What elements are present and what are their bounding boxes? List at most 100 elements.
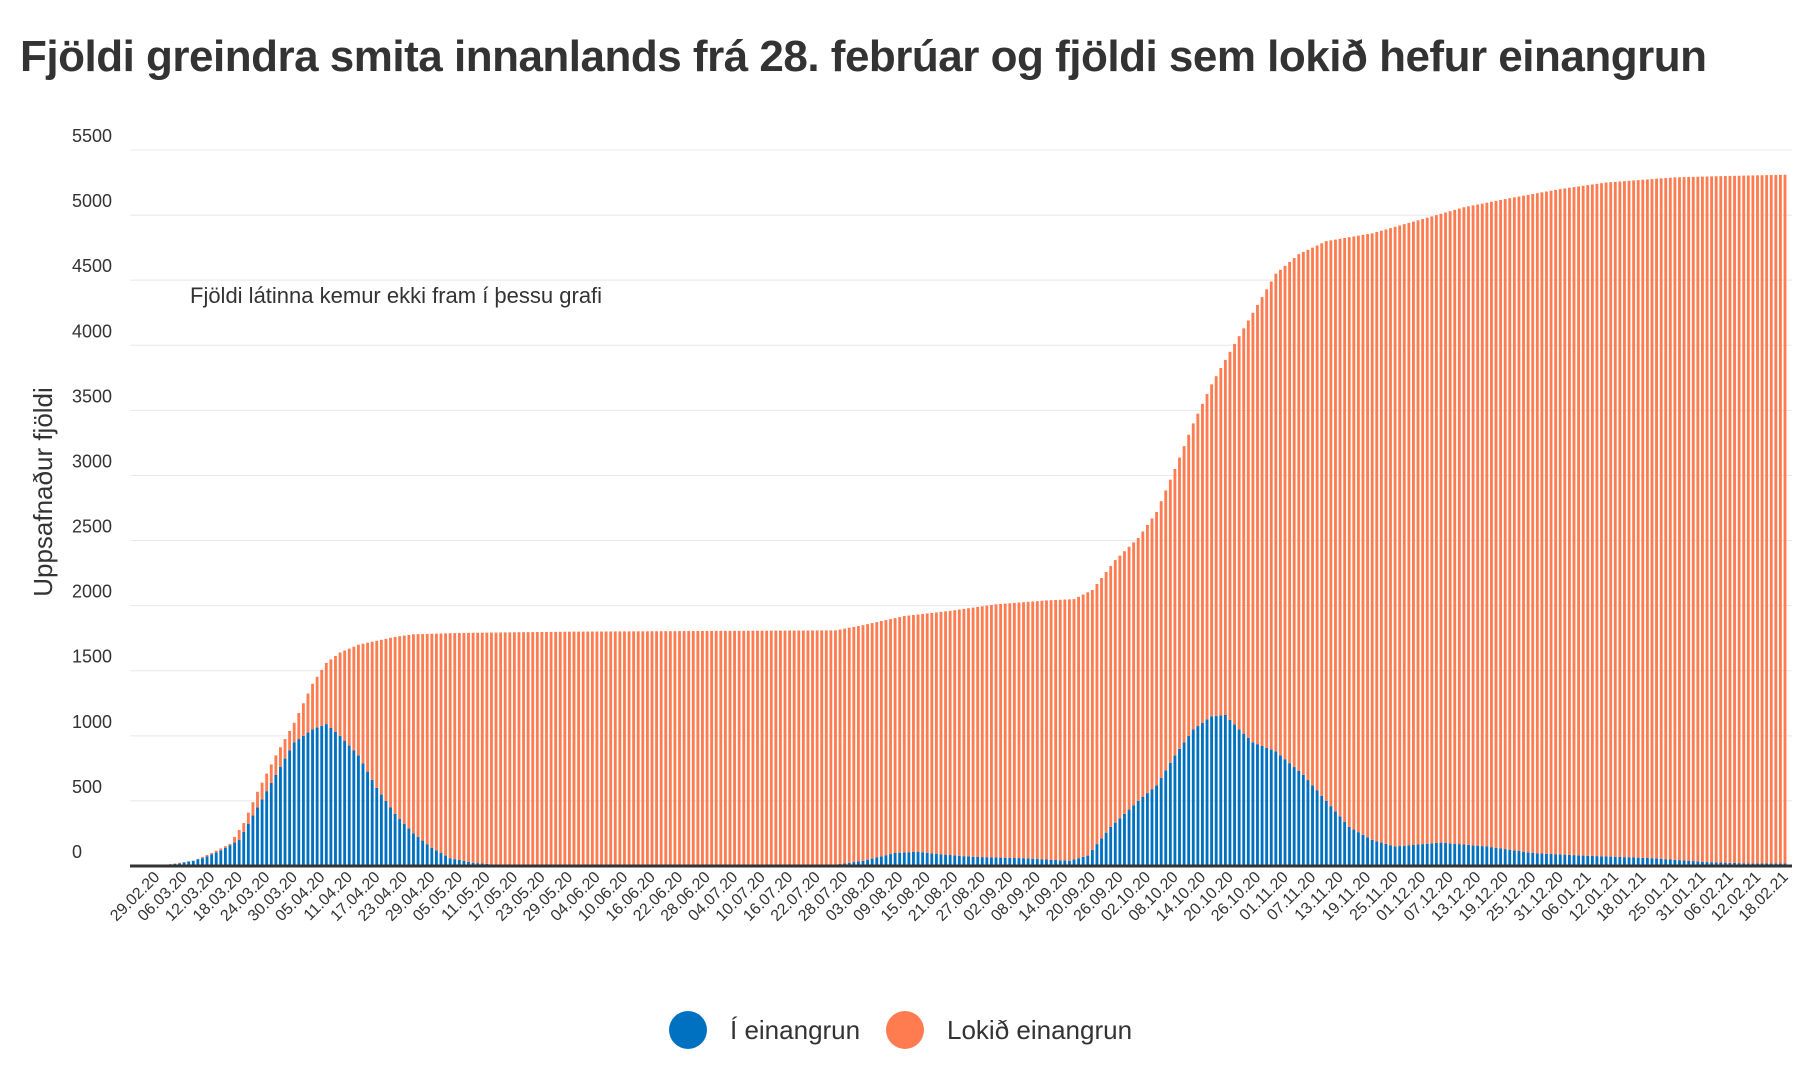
bar-lokid-einangrun (242, 823, 246, 832)
bar-lokid-einangrun (1609, 182, 1613, 857)
bar-lokid-einangrun (1343, 238, 1347, 822)
bar-lokid-einangrun (1260, 297, 1264, 746)
bar-lokid-einangrun (939, 611, 943, 855)
y-tick-label: 4500 (72, 256, 112, 276)
bar-i-einangrun (1705, 862, 1709, 866)
bar-lokid-einangrun (659, 631, 663, 866)
bar-i-einangrun (971, 856, 975, 866)
bar-lokid-einangrun (1242, 328, 1246, 734)
bar-lokid-einangrun (1407, 222, 1411, 846)
bar-lokid-einangrun (366, 642, 370, 772)
bar-lokid-einangrun (1384, 229, 1388, 844)
bar-lokid-einangrun (581, 631, 585, 866)
bar-lokid-einangrun (1361, 234, 1365, 835)
bar-i-einangrun (1407, 845, 1411, 866)
bar-i-einangrun (1136, 800, 1140, 866)
bar-lokid-einangrun (283, 739, 287, 759)
bar-i-einangrun (1412, 844, 1415, 866)
bar-i-einangrun (1265, 747, 1269, 866)
bar-lokid-einangrun (710, 630, 714, 866)
bar-lokid-einangrun (1430, 216, 1434, 844)
bar-i-einangrun (1448, 843, 1452, 866)
bar-i-einangrun (430, 847, 434, 866)
bar-lokid-einangrun (1425, 217, 1429, 844)
bar-lokid-einangrun (586, 631, 590, 866)
bar-lokid-einangrun (1572, 187, 1576, 856)
bar-i-einangrun (1723, 862, 1727, 866)
bar-lokid-einangrun (494, 632, 498, 865)
bar-i-einangrun (306, 732, 310, 866)
bar-i-einangrun (457, 860, 461, 866)
bar-lokid-einangrun (223, 846, 227, 848)
bar-i-einangrun (361, 763, 365, 866)
bar-lokid-einangrun (1100, 578, 1103, 839)
bar-lokid-einangrun (1618, 181, 1622, 857)
bar-i-einangrun (375, 787, 379, 866)
bar-lokid-einangrun (311, 683, 314, 730)
bar-i-einangrun (416, 837, 420, 866)
bar-i-einangrun (1421, 844, 1425, 866)
bar-i-einangrun (898, 852, 902, 866)
bar-lokid-einangrun (1058, 599, 1062, 861)
bar-lokid-einangrun (476, 632, 480, 864)
bar-i-einangrun (1022, 858, 1025, 866)
bar-lokid-einangrun (1003, 603, 1007, 858)
bar-lokid-einangrun (1402, 224, 1406, 846)
bar-i-einangrun (1586, 855, 1590, 866)
bar-lokid-einangrun (1022, 602, 1025, 859)
bar-i-einangrun (1223, 714, 1227, 866)
bar-lokid-einangrun (265, 773, 269, 792)
bar-i-einangrun (1315, 790, 1319, 866)
bar-lokid-einangrun (756, 630, 759, 866)
bar-i-einangrun (1434, 842, 1438, 866)
bar-lokid-einangrun (1072, 599, 1076, 860)
bar-lokid-einangrun (1595, 183, 1599, 857)
bar-lokid-einangrun (274, 755, 278, 775)
bar-lokid-einangrun (279, 747, 282, 767)
legend-marker (886, 1011, 924, 1049)
bar-i-einangrun (347, 745, 351, 866)
bar-lokid-einangrun (1077, 596, 1081, 859)
bar-lokid-einangrun (1228, 351, 1232, 720)
bar-lokid-einangrun (379, 639, 383, 795)
bar-lokid-einangrun (1324, 241, 1328, 801)
bar-lokid-einangrun (251, 802, 255, 816)
bar-lokid-einangrun (1265, 289, 1269, 748)
bar-lokid-einangrun (1540, 192, 1544, 854)
bar-i-einangrun (1329, 806, 1333, 866)
y-tick-label: 3500 (72, 386, 112, 406)
bar-lokid-einangrun (879, 621, 883, 857)
bar-lokid-einangrun (985, 605, 989, 858)
bar-i-einangrun (1292, 767, 1296, 866)
bar-i-einangrun (879, 856, 883, 866)
bar-lokid-einangrun (210, 852, 214, 855)
bar-i-einangrun (214, 852, 218, 866)
bar-i-einangrun (1485, 846, 1489, 866)
bar-lokid-einangrun (742, 630, 746, 866)
bar-i-einangrun (1017, 858, 1021, 866)
bar-i-einangrun (1132, 805, 1136, 866)
bar-i-einangrun (205, 856, 209, 866)
bar-lokid-einangrun (577, 631, 581, 866)
bar-i-einangrun (1173, 755, 1177, 866)
bar-i-einangrun (1490, 847, 1493, 866)
bar-i-einangrun (1641, 857, 1645, 866)
bar-lokid-einangrun (1563, 188, 1567, 855)
bar-lokid-einangrun (288, 730, 292, 751)
bar-lokid-einangrun (655, 631, 658, 866)
bar-lokid-einangrun (1246, 320, 1250, 738)
bar-lokid-einangrun (1554, 189, 1558, 855)
bar-lokid-einangrun (788, 630, 792, 866)
bar-lokid-einangrun (1067, 599, 1071, 861)
bar-lokid-einangrun (1219, 368, 1223, 716)
bar-lokid-einangrun (1517, 196, 1521, 852)
bar-lokid-einangrun (1623, 181, 1626, 858)
bar-lokid-einangrun (214, 850, 218, 853)
bar-lokid-einangrun (847, 627, 851, 863)
bar-lokid-einangrun (370, 641, 374, 780)
bar-i-einangrun (357, 755, 360, 866)
bar-lokid-einangrun (1168, 479, 1172, 763)
bar-lokid-einangrun (769, 630, 773, 866)
bar-lokid-einangrun (801, 630, 805, 866)
bar-i-einangrun (985, 857, 989, 866)
